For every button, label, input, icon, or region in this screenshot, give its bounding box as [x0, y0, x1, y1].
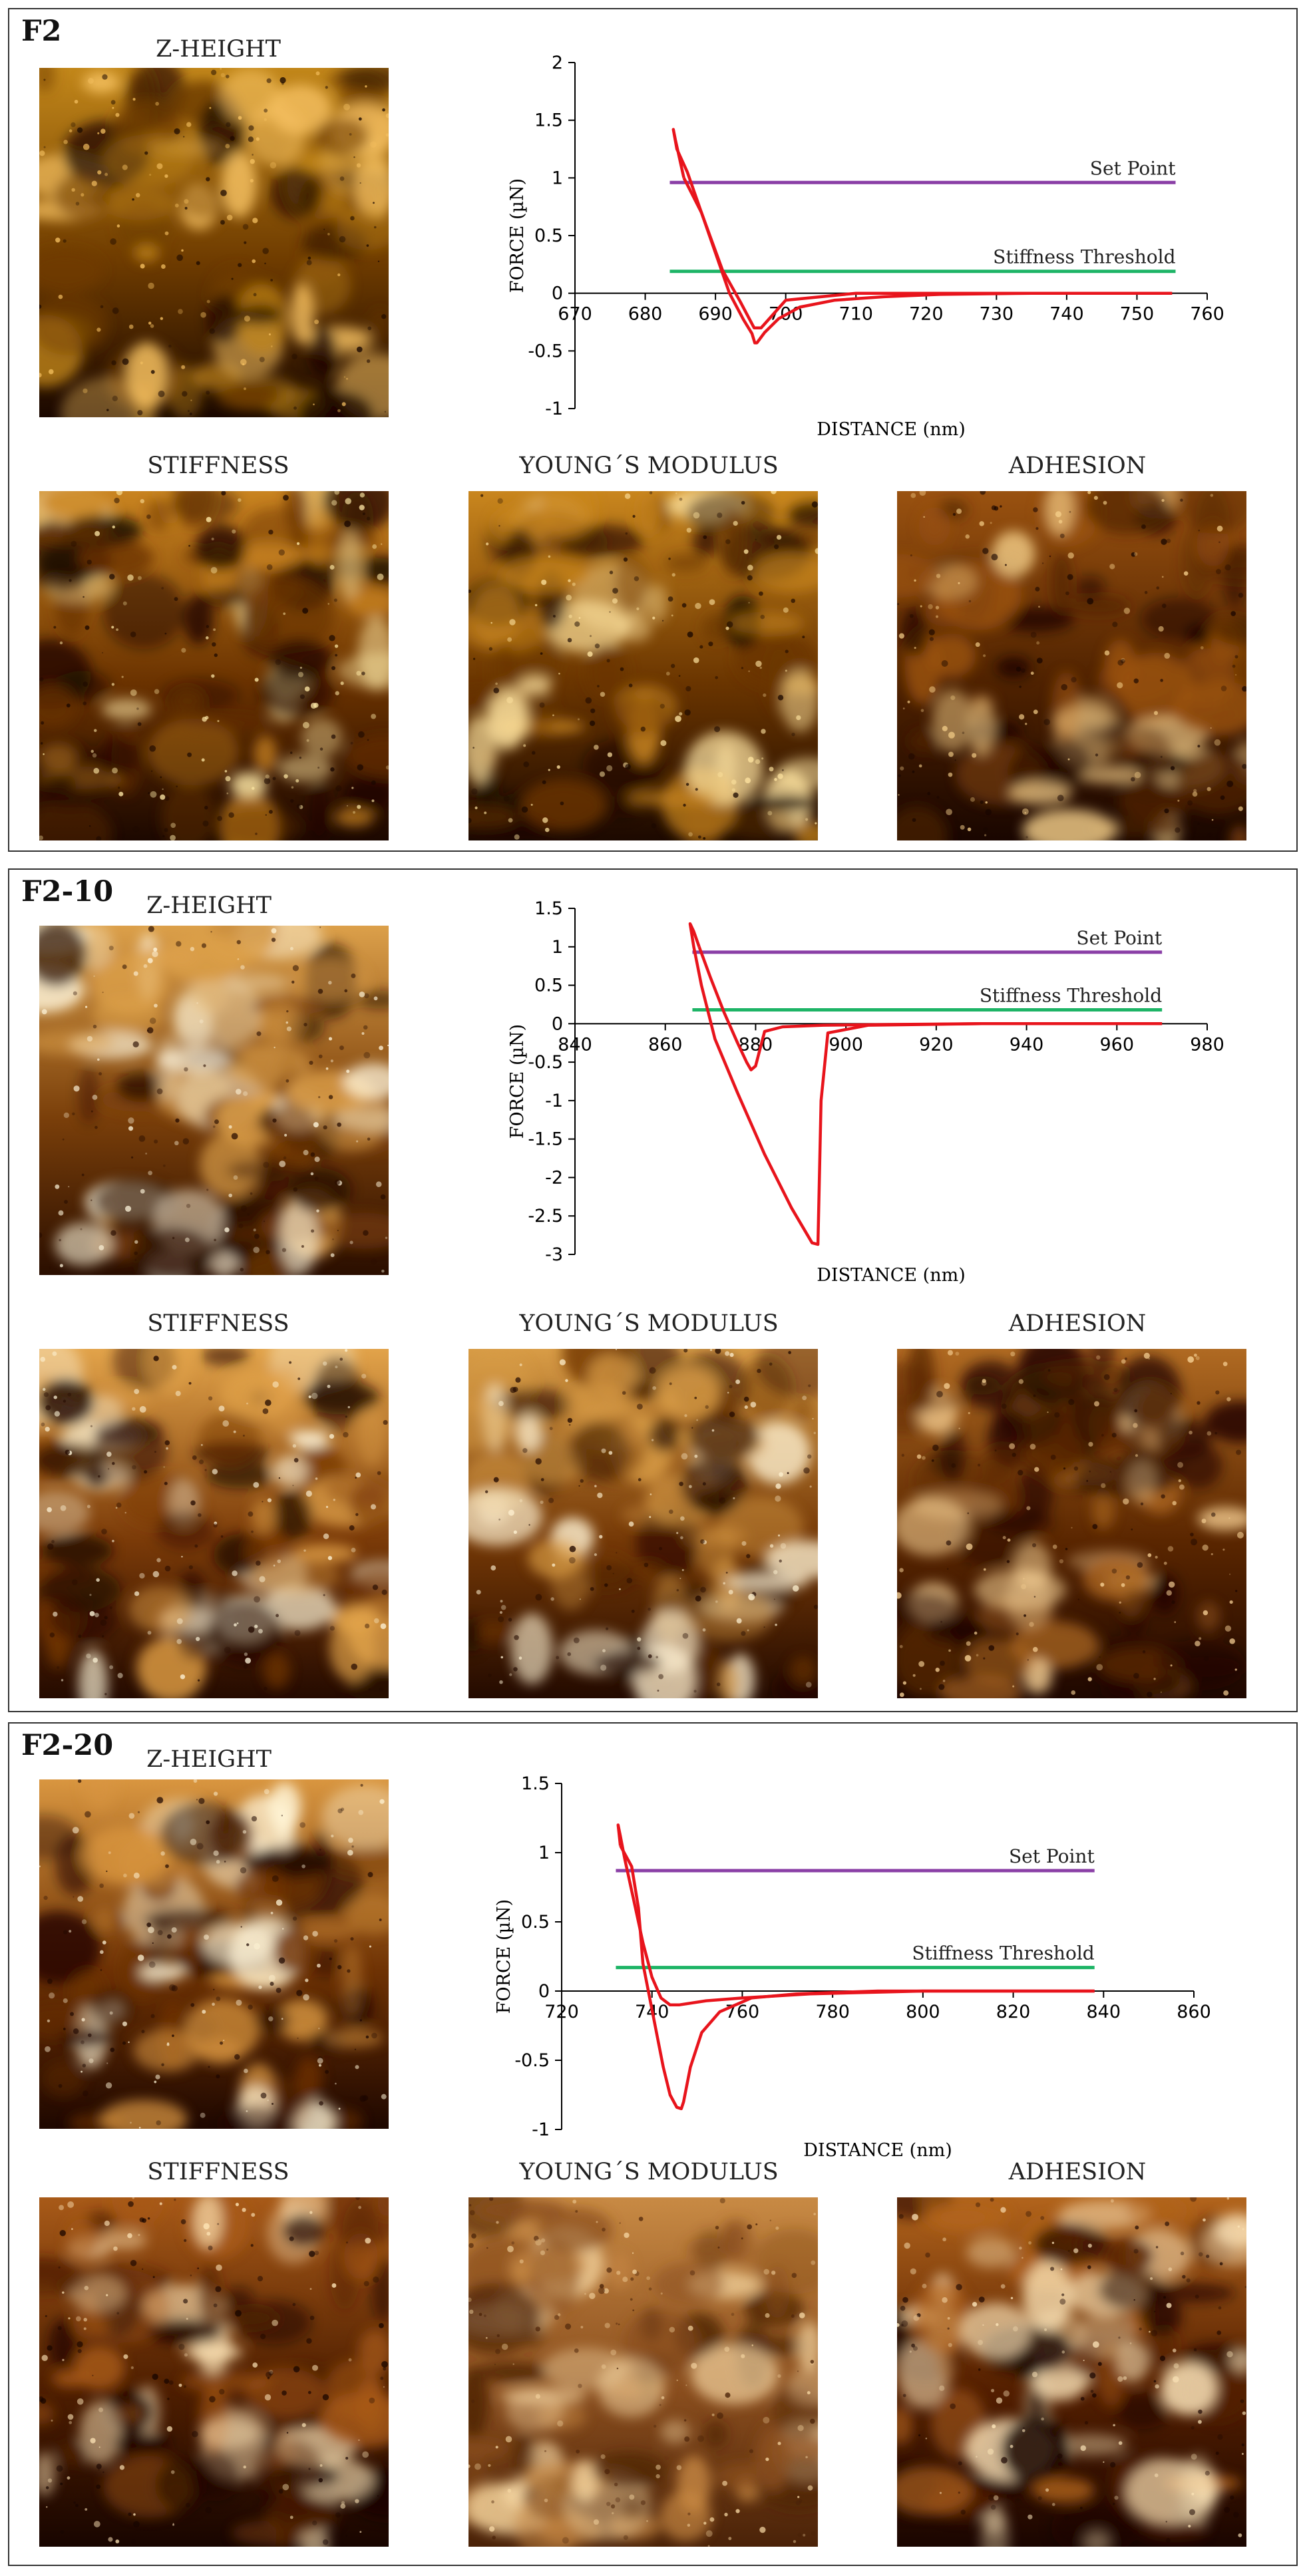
retract-curve: [697, 946, 1163, 1071]
x-tick-label: 860: [1177, 2002, 1211, 2022]
x-tick-label: 750: [1120, 304, 1155, 325]
y-tick-label: -1: [545, 1091, 563, 1111]
map-title-youngs-modulus: YOUNG´S MODULUS: [519, 453, 779, 479]
approach-curve: [688, 922, 1163, 1246]
y-tick-label: 0: [552, 283, 563, 304]
y-tick-label: -0.5: [528, 341, 563, 361]
x-tick-label: 900: [829, 1034, 863, 1055]
z-height-map: [39, 68, 389, 417]
y-tick-label: 0.5: [534, 976, 563, 996]
y-tick-label: 1.5: [534, 898, 563, 919]
x-tick-label: 730: [980, 304, 1014, 325]
x-tick-label: 940: [1010, 1034, 1044, 1055]
y-tick-label: -0.5: [514, 2050, 550, 2071]
y-axis-label: FORCE (µN): [507, 1024, 528, 1139]
x-axis-label: DISTANCE (nm): [817, 1265, 965, 1286]
x-tick-label: 960: [1100, 1034, 1135, 1055]
panel-label: F2-20: [21, 1729, 114, 1762]
y-tick-label: -0.5: [528, 1052, 563, 1073]
y-tick-label: 0.5: [534, 226, 563, 246]
y-tick-label: 1.5: [534, 110, 563, 131]
x-tick-label: 760: [725, 2002, 760, 2022]
set-point-label: Set Point: [1090, 157, 1176, 179]
x-tick-label: 780: [815, 2002, 850, 2022]
y-tick-label: -1.5: [528, 1129, 563, 1150]
y-axis-label: FORCE (µN): [507, 178, 528, 293]
x-tick-label: 760: [1190, 304, 1224, 325]
stiffness-threshold-label: Stiffness Threshold: [980, 985, 1162, 1007]
map-title-stiffness: STIFFNESS: [147, 1310, 289, 1337]
y-axis-label: FORCE (µN): [494, 1899, 514, 2014]
x-tick-label: 980: [1190, 1034, 1224, 1055]
x-tick-label: 840: [558, 1034, 592, 1055]
y-tick-label: 2: [552, 53, 563, 73]
x-tick-label: 710: [839, 304, 873, 325]
map-title-stiffness: STIFFNESS: [147, 453, 289, 479]
map-title-adhesion: ADHESION: [1008, 1310, 1147, 1337]
y-tick-label: 0: [552, 1013, 563, 1034]
x-tick-label: 820: [996, 2002, 1031, 2022]
map-title-youngs-modulus: YOUNG´S MODULUS: [519, 2159, 779, 2185]
x-tick-label: 800: [906, 2002, 940, 2022]
z-height-map: [39, 1779, 389, 2129]
y-tick-label: -1: [532, 2119, 550, 2140]
adhesion-map: [897, 2197, 1246, 2547]
adhesion-map: [897, 491, 1246, 840]
x-axis-label: DISTANCE (nm): [817, 419, 965, 440]
x-tick-label: 920: [919, 1034, 954, 1055]
map-title-stiffness: STIFFNESS: [147, 2159, 289, 2185]
y-tick-label: -3: [545, 1244, 563, 1265]
panel-label: F2: [21, 15, 62, 48]
youngs-modulus-map: [468, 1349, 818, 1698]
map-title-z-height: Z-HEIGHT: [146, 1746, 272, 1773]
y-tick-label: 0: [538, 1981, 550, 2002]
panel-f2-20: F2-20 Z-HEIGHT 1.5 1 0.5 0 -0.5 -1 720 740 760 78…: [8, 1722, 1298, 2566]
stiffness-map: [39, 1349, 389, 1698]
y-tick-label: 0.5: [521, 1912, 550, 1932]
adhesion-map: [897, 1349, 1246, 1698]
y-tick-label: 1: [538, 1843, 550, 1863]
map-title-z-height: Z-HEIGHT: [156, 36, 281, 63]
x-tick-label: 680: [628, 304, 663, 325]
x-tick-label: 720: [909, 304, 944, 325]
panel-label: F2-10: [21, 875, 114, 908]
map-title-z-height: Z-HEIGHT: [146, 892, 272, 919]
x-tick-label: 880: [739, 1034, 773, 1055]
map-title-youngs-modulus: YOUNG´S MODULUS: [519, 1310, 779, 1337]
stiffness-map: [39, 491, 389, 840]
map-title-adhesion: ADHESION: [1008, 453, 1147, 479]
retract-curve: [619, 1845, 1095, 2111]
x-axis-label: DISTANCE (nm): [803, 2140, 952, 2161]
panel-f2: F2 Z-HEIGHT 2 1.5 1 0.5 0 -0.5 -1 670 680 690 700 7…: [8, 8, 1298, 852]
panel-f2-10: F2-10 Z-HEIGHT 1.5 1 0.5 0 -0.5 -1 -1.5 -2 -2.5 -…: [8, 868, 1298, 1712]
set-point-label: Set Point: [1076, 927, 1162, 949]
youngs-modulus-map: [468, 491, 818, 840]
z-height-map: [39, 926, 389, 1275]
approach-curve: [671, 128, 1173, 329]
force-distance-chart: 1.5 1 0.5 0 -0.5 -1 -1.5 -2 -2.5 -3 840 860 880 900 92…: [507, 898, 1224, 1286]
x-tick-label: 670: [558, 304, 592, 325]
y-tick-label: -2.5: [528, 1206, 563, 1226]
y-tick-label: -2: [545, 1167, 563, 1188]
x-tick-label: 720: [544, 2002, 579, 2022]
stiffness-map: [39, 2197, 389, 2547]
set-point-label: Set Point: [1009, 1845, 1095, 1867]
y-tick-label: 1: [552, 937, 563, 958]
y-tick-label: 1: [552, 168, 563, 188]
x-tick-label: 840: [1087, 2002, 1121, 2022]
youngs-modulus-map: [468, 2197, 818, 2547]
retract-curve: [682, 177, 1173, 345]
x-tick-label: 740: [1049, 304, 1084, 325]
map-title-adhesion: ADHESION: [1008, 2159, 1147, 2185]
x-tick-label: 860: [648, 1034, 683, 1055]
stiffness-threshold-label: Stiffness Threshold: [912, 1942, 1094, 1964]
y-tick-label: 1.5: [521, 1773, 550, 1794]
stiffness-threshold-label: Stiffness Threshold: [993, 246, 1175, 268]
x-tick-label: 690: [698, 304, 733, 325]
y-tick-label: -1: [545, 399, 563, 419]
